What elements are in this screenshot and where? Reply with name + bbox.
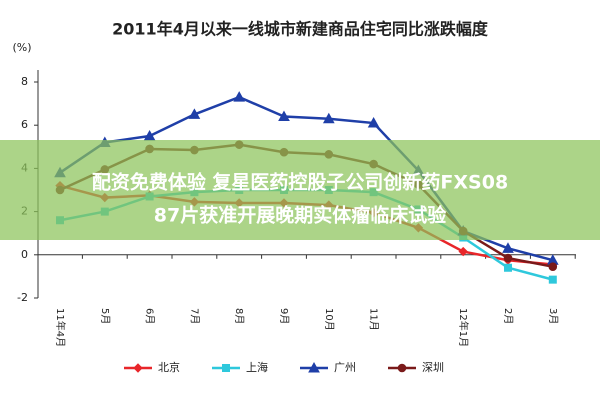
y-tick-label: 6 — [21, 118, 28, 131]
x-tick-label: 5月 — [99, 308, 111, 324]
point — [308, 361, 320, 373]
x-tick-label: 12年1月 — [457, 308, 470, 347]
point — [548, 262, 558, 271]
point — [233, 91, 246, 102]
x-tick-label: 9月 — [278, 308, 290, 324]
banner-bg — [0, 140, 600, 240]
point — [222, 364, 230, 372]
y-axis-label: (%) — [12, 41, 31, 54]
point — [278, 110, 290, 122]
chart-title: 2011年4月以来一线城市新建商品住宅同比涨跌幅度 — [112, 20, 489, 39]
legend-label: 上海 — [246, 360, 268, 374]
y-tick-label: -2 — [17, 291, 28, 304]
x-tick-label: 3月 — [547, 308, 559, 324]
legend-label: 深圳 — [422, 361, 444, 374]
x-tick-label: 6月 — [144, 308, 156, 324]
x-tick-label: 11月 — [368, 308, 380, 331]
point — [367, 117, 380, 128]
x-tick-label: 7月 — [188, 308, 200, 324]
point — [502, 242, 514, 253]
legend-label: 广州 — [334, 361, 356, 374]
point — [322, 112, 335, 124]
point — [548, 275, 557, 284]
y-tick-label: 0 — [21, 248, 28, 261]
point — [458, 246, 468, 257]
x-tick-label: 11年4月 — [54, 308, 67, 347]
y-tick-label: 8 — [21, 75, 28, 88]
banner-text: 配资免费体验 复星医药控股子公司创新药FXS08 — [92, 171, 508, 194]
point — [133, 363, 143, 373]
x-tick-label: 8月 — [233, 308, 245, 324]
x-tick-label: 2月 — [502, 308, 514, 324]
point — [503, 253, 513, 263]
point — [188, 108, 201, 119]
banner-text: 87片获准开展晚期实体瘤临床试验 — [154, 204, 447, 227]
point — [397, 363, 407, 373]
point — [504, 263, 512, 272]
x-tick-label: 10月 — [323, 308, 335, 331]
legend-label: 北京 — [158, 360, 180, 374]
